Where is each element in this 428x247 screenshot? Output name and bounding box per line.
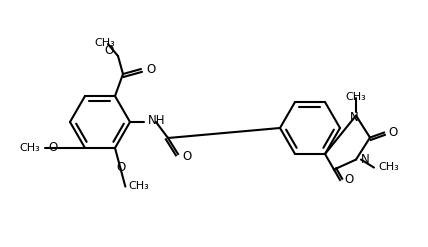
Text: O: O (344, 173, 353, 186)
Text: O: O (49, 142, 58, 154)
Text: N: N (350, 111, 358, 124)
Text: CH₃: CH₃ (19, 143, 40, 153)
Text: O: O (105, 43, 114, 57)
Text: N: N (361, 153, 370, 166)
Text: O: O (116, 161, 125, 174)
Text: NH: NH (148, 115, 166, 127)
Text: O: O (182, 149, 191, 163)
Text: CH₃: CH₃ (346, 92, 366, 102)
Text: CH₃: CH₃ (378, 162, 399, 172)
Text: CH₃: CH₃ (128, 181, 149, 191)
Text: O: O (146, 62, 155, 76)
Text: CH₃: CH₃ (95, 38, 116, 48)
Text: O: O (388, 126, 397, 139)
